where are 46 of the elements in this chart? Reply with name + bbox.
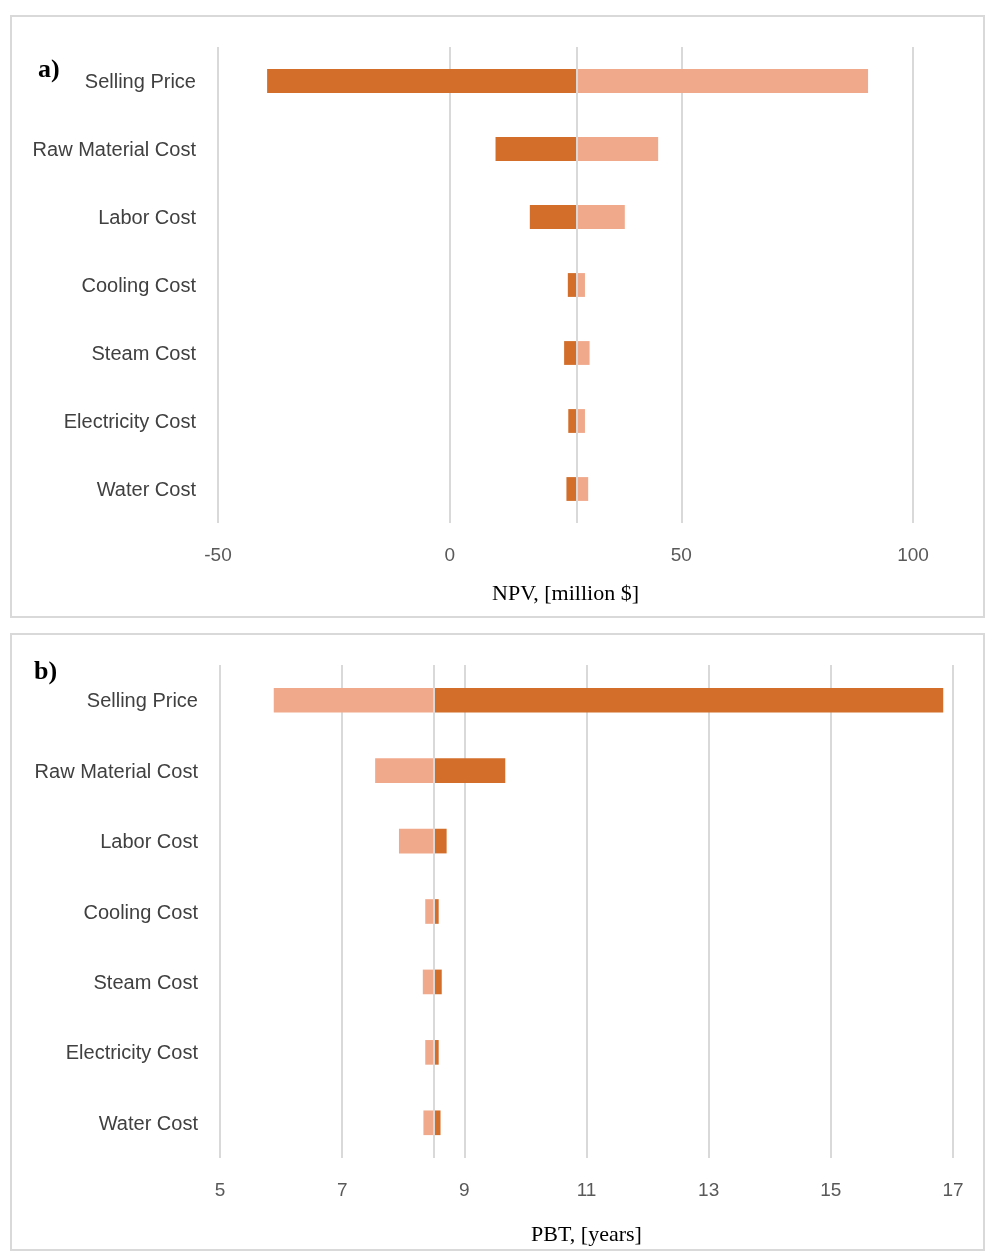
bar: [267, 69, 578, 93]
bar: [495, 137, 578, 161]
text: a): [38, 53, 60, 83]
x-axis-title: PBT, [years]: [531, 1220, 642, 1246]
y-tick-label: Electricity Cost: [63, 410, 197, 432]
x-tick-label: 17: [942, 1179, 964, 1200]
bar: [564, 341, 578, 365]
y-tick-label: Selling Price: [86, 689, 198, 712]
y-tick-label: Labor Cost: [100, 830, 199, 853]
x-tick-label: -50: [204, 544, 232, 565]
y-tick-label: Water Cost: [96, 478, 197, 500]
y-tick-label: Raw Material Cost: [32, 138, 197, 160]
y-tick-label: Water Cost: [98, 1111, 199, 1134]
y-tick-label: Cooling Cost: [83, 900, 199, 923]
bar: [433, 828, 447, 854]
x-tick-label: 7: [336, 1179, 348, 1200]
x-axis-title: NPV, [million $]: [492, 579, 639, 605]
x-tick-label: 13: [698, 1179, 720, 1200]
text: b): [34, 655, 58, 685]
bar: [273, 687, 434, 713]
bar: [577, 69, 869, 93]
x-tick-label: 9: [459, 1179, 470, 1200]
bar: [423, 1110, 434, 1136]
y-tick-label: Steam Cost: [91, 342, 197, 364]
y-tick-label: Selling Price: [84, 70, 196, 92]
bar: [375, 758, 434, 783]
bar: [577, 205, 625, 229]
bar: [433, 758, 506, 783]
y-tick-label: Cooling Cost: [81, 274, 197, 296]
y-tick-label: Electricity Cost: [65, 1041, 199, 1064]
x-tick-label: 15: [820, 1179, 842, 1200]
x-tick-label: 11: [576, 1179, 597, 1200]
bar: [398, 828, 434, 854]
bar: [577, 137, 659, 161]
bar: [577, 477, 589, 501]
x-tick-label: 50: [670, 544, 692, 565]
x-tick-label: 100: [897, 544, 929, 565]
x-tick-label: 5: [214, 1179, 226, 1200]
y-tick-label: Labor Cost: [98, 206, 197, 228]
bar: [577, 341, 590, 365]
bar: [529, 205, 578, 229]
bar: [566, 477, 578, 501]
y-tick-label: Steam Cost: [93, 970, 199, 993]
x-tick-label: 0: [444, 544, 455, 565]
bar: [433, 687, 944, 713]
y-tick-label: Raw Material Cost: [34, 759, 199, 782]
